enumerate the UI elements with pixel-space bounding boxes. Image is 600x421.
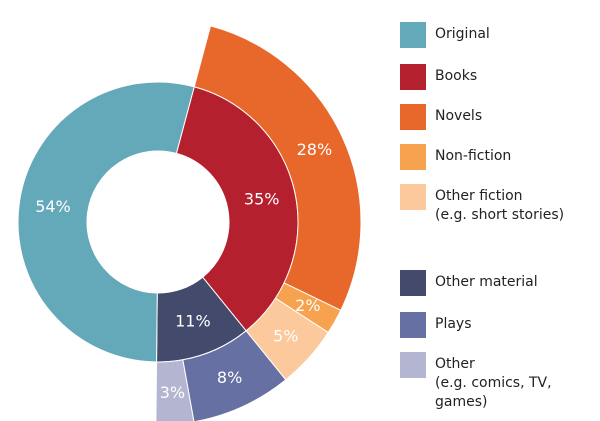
ring-segment xyxy=(155,359,195,421)
legend-swatch xyxy=(400,64,426,90)
legend-label: Plays xyxy=(435,316,472,332)
ring-segment xyxy=(17,81,195,363)
legend-label: Other material xyxy=(435,274,538,290)
ring-segment xyxy=(193,25,362,312)
legend-label: Novels xyxy=(435,108,483,124)
legend-swatch xyxy=(400,184,426,210)
legend-label: Original xyxy=(435,26,490,42)
legend-item: Books xyxy=(400,64,477,90)
legend-label: Books xyxy=(435,68,478,84)
legend-label: Other (e.g. comics, TV, games) xyxy=(435,356,552,410)
legend-item: Original xyxy=(400,22,490,48)
legend-swatch xyxy=(400,22,426,48)
value-label: 28% xyxy=(297,140,333,159)
legend-swatch xyxy=(400,312,426,338)
legend-swatch xyxy=(400,352,426,378)
value-label: 5% xyxy=(273,327,298,346)
legend-item: Non-fiction xyxy=(400,144,511,170)
legend-item: Other (e.g. comics, TV, games) xyxy=(400,352,600,412)
legend-swatch xyxy=(400,144,426,170)
legend-item: Novels xyxy=(400,104,482,130)
legend-item: Plays xyxy=(400,312,472,338)
value-label: 11% xyxy=(175,312,211,331)
legend-item: Other material xyxy=(400,270,538,296)
legend-swatch xyxy=(400,104,426,130)
value-label: 2% xyxy=(295,296,320,315)
legend-item: Other fiction (e.g. short stories) xyxy=(400,184,564,225)
legend-label: Other fiction (e.g. short stories) xyxy=(435,188,565,223)
legend-label: Non-fiction xyxy=(435,148,512,164)
legend-swatch xyxy=(400,270,426,296)
value-label: 35% xyxy=(244,189,280,208)
value-label: 8% xyxy=(217,368,242,387)
value-label: 3% xyxy=(160,383,185,402)
value-label: 54% xyxy=(35,197,71,216)
